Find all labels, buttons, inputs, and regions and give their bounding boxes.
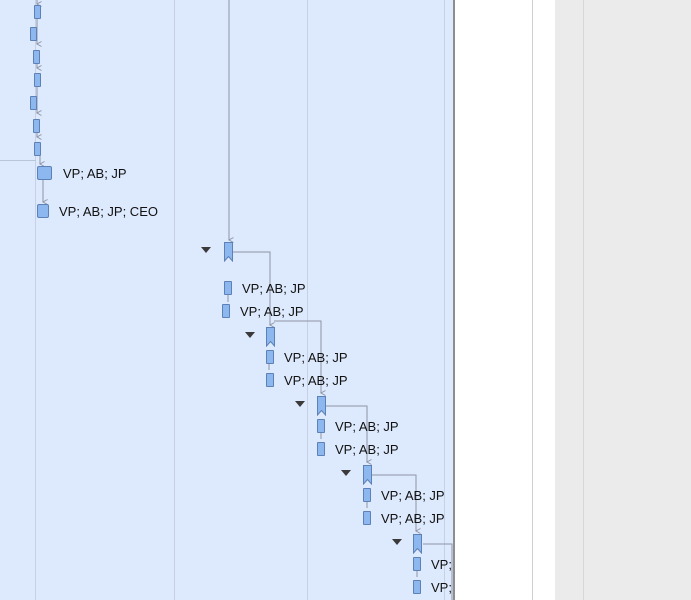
timeline-empty-column [455,0,533,600]
summary-task-bar[interactable] [413,534,422,554]
task-bar[interactable] [34,73,41,87]
summary-task-bar[interactable] [224,242,233,262]
task-bar[interactable] [413,557,421,571]
task-bar[interactable] [413,580,421,594]
task-label: VP; AB; JP [431,580,453,595]
task-bar[interactable] [266,350,274,364]
task-bar[interactable] [34,142,41,156]
panel-divider [583,0,584,600]
task-bar[interactable] [37,166,52,180]
grid-line [307,0,308,600]
task-label: VP; AB; JP [335,419,399,434]
collapse-triangle-icon[interactable] [392,539,402,545]
grid-line [444,0,445,600]
task-label: VP; AB; JP [240,304,304,319]
row-separator [0,160,36,161]
task-bar[interactable] [30,96,37,110]
task-label: VP; AB; JP [284,350,348,365]
task-bar[interactable] [222,304,230,318]
task-bar[interactable] [363,488,371,502]
task-label: VP; AB; JP [63,166,127,181]
collapse-triangle-icon[interactable] [201,247,211,253]
task-bar[interactable] [33,119,40,133]
task-bar[interactable] [266,373,274,387]
task-bar[interactable] [317,419,325,433]
summary-task-bar[interactable] [363,465,372,485]
task-label: VP; AB; JP [381,511,445,526]
task-bar[interactable] [224,281,232,295]
task-bar[interactable] [33,50,40,64]
task-bar[interactable] [317,442,325,456]
task-bar[interactable] [34,5,41,19]
task-label: VP; AB; JP; CEO [59,204,158,219]
dependency-connectors [0,0,453,600]
side-panel [555,0,691,600]
collapse-triangle-icon[interactable] [341,470,351,476]
task-label: VP; AB; JP [284,373,348,388]
summary-task-bar[interactable] [317,396,326,416]
task-label: VP; AB; JP [242,281,306,296]
task-bar[interactable] [363,511,371,525]
chart-boundary [453,0,455,600]
grid-line [35,0,36,600]
task-label: VP; AB; JP [381,488,445,503]
gantt-chart-area[interactable]: VP; AB; JP VP; AB; JP; CEO VP; AB; JP VP… [0,0,453,600]
task-label: VP; AB; JP [431,557,453,572]
collapse-triangle-icon[interactable] [245,332,255,338]
task-bar[interactable] [30,27,37,41]
task-bar[interactable] [37,204,49,218]
collapse-triangle-icon[interactable] [295,401,305,407]
summary-task-bar[interactable] [266,327,275,347]
task-label: VP; AB; JP [335,442,399,457]
timeline-gap [533,0,555,600]
grid-line [174,0,175,600]
